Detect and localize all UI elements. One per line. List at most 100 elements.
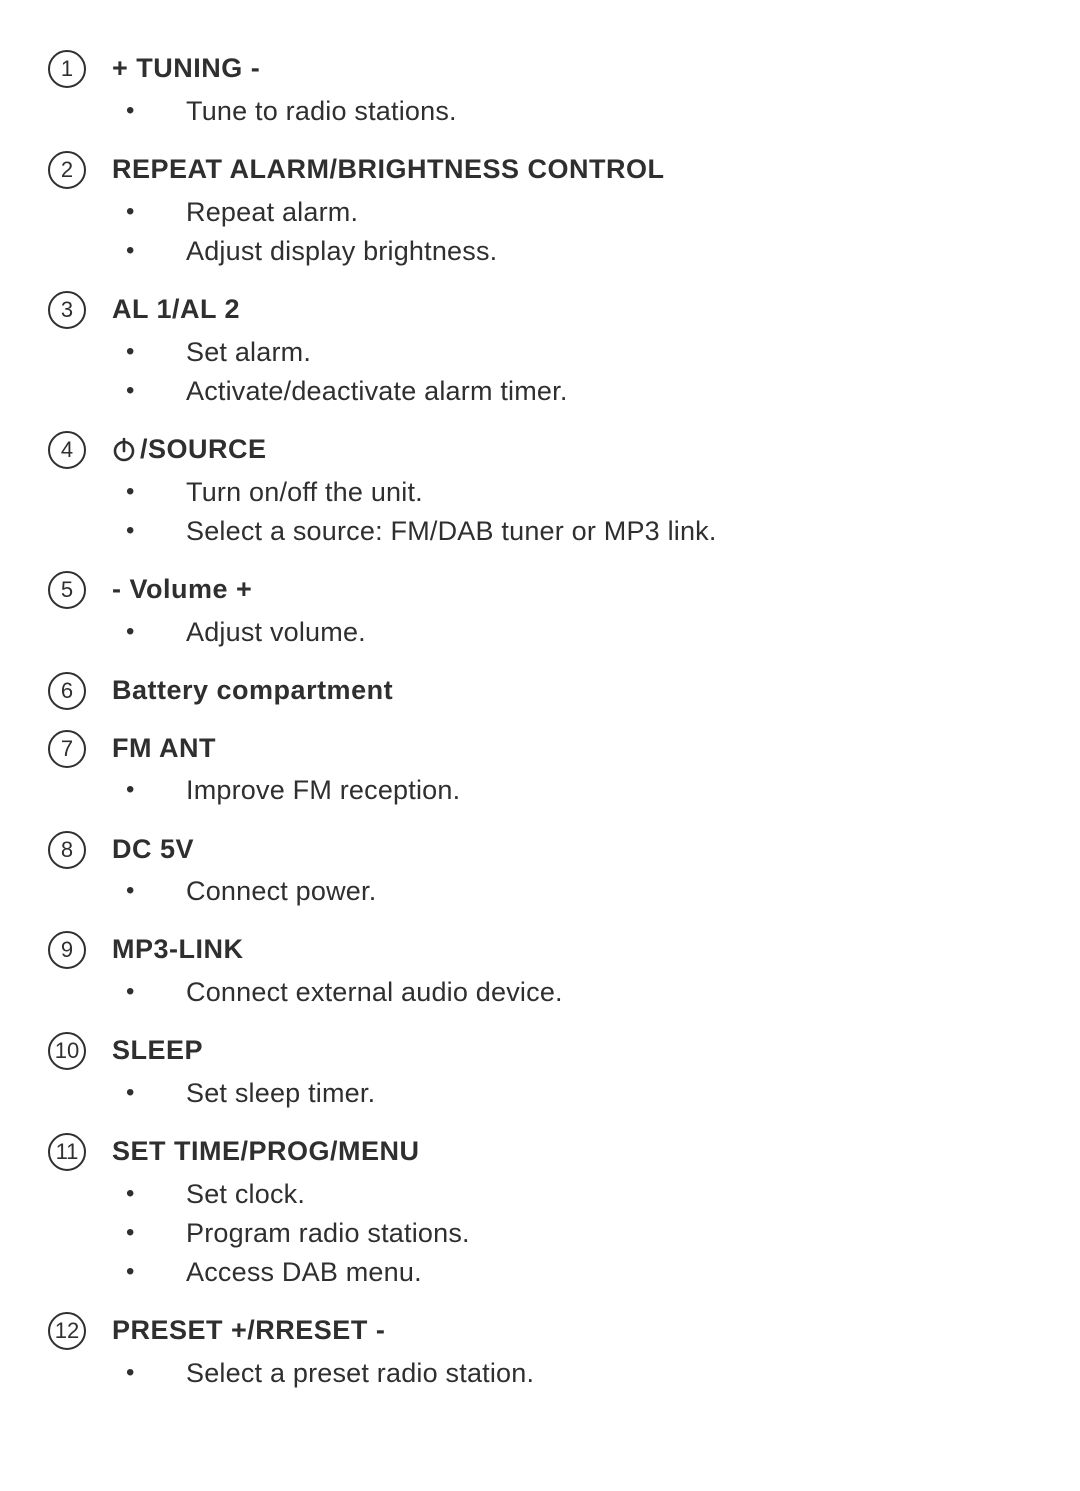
item-title-text: MP3-LINK: [112, 933, 244, 967]
item-content: Battery compartment: [112, 670, 1040, 724]
legend-item: 12 PRESET +/RRESET - •Select a preset radi…: [48, 1310, 1040, 1407]
item-bullet: •Turn on/off the unit.: [112, 473, 1040, 512]
bullet-dot-icon: •: [112, 613, 186, 650]
item-bullet: •Improve FM reception.: [112, 771, 1040, 810]
item-marker-column: 1: [48, 48, 112, 88]
item-title: FM ANT: [112, 732, 1040, 766]
item-title: REPEAT ALARM/BRIGHTNESS CONTROL: [112, 153, 1040, 187]
item-number-circle: 4: [48, 431, 86, 469]
item-content: - Volume +•Adjust volume.: [112, 569, 1040, 666]
bullet-dot-icon: •: [112, 232, 186, 269]
item-bullet: •Select a preset radio station.: [112, 1354, 1040, 1393]
item-bullet: •Repeat alarm.: [112, 193, 1040, 232]
item-number-circle: 5: [48, 571, 86, 609]
item-bullet-list: •Turn on/off the unit.•Select a source: …: [112, 473, 1040, 551]
item-number-circle: 10: [48, 1032, 86, 1070]
item-bullet-list: •Set sleep timer.: [112, 1074, 1040, 1113]
bullet-dot-icon: •: [112, 1175, 186, 1212]
item-bullet: •Adjust display brightness.: [112, 232, 1040, 271]
item-bullet-list: •Set alarm.•Activate/deactivate alarm ti…: [112, 333, 1040, 411]
item-number-circle: 12: [48, 1312, 86, 1350]
bullet-dot-icon: •: [112, 512, 186, 549]
item-bullet: •Select a source: FM/DAB tuner or MP3 li…: [112, 512, 1040, 551]
legend-item: 2 REPEAT ALARM/BRIGHTNESS CONTROL •Repeat …: [48, 149, 1040, 285]
item-number-circle: 8: [48, 831, 86, 869]
item-bullet: •Activate/deactivate alarm timer.: [112, 372, 1040, 411]
item-content: FM ANT •Improve FM reception.: [112, 728, 1040, 825]
item-bullet-list: •Improve FM reception.: [112, 771, 1040, 810]
bullet-dot-icon: •: [112, 333, 186, 370]
item-number-circle: 1: [48, 50, 86, 88]
item-title-text: PRESET +/RRESET -: [112, 1314, 385, 1348]
item-title-text: AL 1/AL 2: [112, 293, 240, 327]
bullet-text: Connect power.: [186, 872, 1040, 911]
bullet-text: Program radio stations.: [186, 1214, 1040, 1253]
legend-item: 7FM ANT •Improve FM reception.: [48, 728, 1040, 825]
item-marker-column: 5: [48, 569, 112, 609]
item-number-circle: 2: [48, 151, 86, 189]
item-bullet: •Connect power.: [112, 872, 1040, 911]
item-number-circle: 3: [48, 291, 86, 329]
item-bullet-list: •Repeat alarm.•Adjust display brightness…: [112, 193, 1040, 271]
bullet-text: Turn on/off the unit.: [186, 473, 1040, 512]
bullet-dot-icon: •: [112, 771, 186, 808]
item-title: Battery compartment: [112, 674, 1040, 708]
item-marker-column: 7: [48, 728, 112, 768]
item-content: REPEAT ALARM/BRIGHTNESS CONTROL •Repeat a…: [112, 149, 1040, 285]
item-content: MP3-LINK •Connect external audio device.: [112, 929, 1040, 1026]
legend-item: 9 MP3-LINK •Connect external audio device.: [48, 929, 1040, 1026]
bullet-dot-icon: •: [112, 1074, 186, 1111]
bullet-text: Repeat alarm.: [186, 193, 1040, 232]
bullet-text: Select a source: FM/DAB tuner or MP3 lin…: [186, 512, 1040, 551]
item-marker-column: 12: [48, 1310, 112, 1350]
legend-item: 6 Battery compartment: [48, 670, 1040, 724]
item-title: PRESET +/RRESET -: [112, 1314, 1040, 1348]
item-number-circle: 9: [48, 931, 86, 969]
bullet-dot-icon: •: [112, 92, 186, 129]
item-bullet: •Adjust volume.: [112, 613, 1040, 652]
legend-item: 8 DC 5V •Connect power.: [48, 829, 1040, 926]
controls-legend-list: 1+ TUNING -•Tune to radio stations.2REPE…: [48, 48, 1040, 1407]
bullet-text: Improve FM reception.: [186, 771, 1040, 810]
legend-item: 1 + TUNING - •Tune to radio stations.: [48, 48, 1040, 145]
bullet-dot-icon: •: [112, 973, 186, 1010]
legend-item: 11SET TIME/PROG/MENU•Set clock.•Program …: [48, 1131, 1040, 1306]
bullet-dot-icon: •: [112, 193, 186, 230]
item-marker-column: 10: [48, 1030, 112, 1070]
item-title-text: /SOURCE: [140, 433, 267, 467]
bullet-dot-icon: •: [112, 1253, 186, 1290]
item-bullet-list: •Select a preset radio station.: [112, 1354, 1040, 1393]
item-content: DC 5V •Connect power.: [112, 829, 1040, 926]
bullet-dot-icon: •: [112, 372, 186, 409]
item-bullet-list: •Tune to radio stations.: [112, 92, 1040, 131]
bullet-text: Tune to radio stations.: [186, 92, 1040, 131]
item-title-text: + TUNING -: [112, 52, 260, 86]
item-content: SET TIME/PROG/MENU•Set clock.•Program ra…: [112, 1131, 1040, 1306]
item-bullet: •Set clock.: [112, 1175, 1040, 1214]
item-marker-column: 4: [48, 429, 112, 469]
item-content: PRESET +/RRESET - •Select a preset radio …: [112, 1310, 1040, 1407]
item-marker-column: 3: [48, 289, 112, 329]
item-content: + TUNING - •Tune to radio stations.: [112, 48, 1040, 145]
item-title-text: DC 5V: [112, 833, 194, 867]
item-title: AL 1/AL 2: [112, 293, 1040, 327]
item-title: SLEEP: [112, 1034, 1040, 1068]
bullet-text: Access DAB menu.: [186, 1253, 1040, 1292]
item-bullet: •Set sleep timer.: [112, 1074, 1040, 1113]
item-marker-column: 2: [48, 149, 112, 189]
item-marker-column: 11: [48, 1131, 112, 1171]
item-title: MP3-LINK: [112, 933, 1040, 967]
item-marker-column: 6: [48, 670, 112, 710]
legend-item: 5 - Volume +•Adjust volume.: [48, 569, 1040, 666]
item-bullet: •Set alarm.: [112, 333, 1040, 372]
item-bullet-list: •Connect external audio device.: [112, 973, 1040, 1012]
item-bullet-list: •Adjust volume.: [112, 613, 1040, 652]
bullet-text: Connect external audio device.: [186, 973, 1040, 1012]
item-number-circle: 6: [48, 672, 86, 710]
item-title: /SOURCE: [112, 433, 1040, 467]
item-title-text: SET TIME/PROG/MENU: [112, 1135, 420, 1169]
bullet-text: Select a preset radio station.: [186, 1354, 1040, 1393]
bullet-text: Set sleep timer.: [186, 1074, 1040, 1113]
item-bullet-list: •Connect power.: [112, 872, 1040, 911]
power-icon: [112, 437, 136, 463]
